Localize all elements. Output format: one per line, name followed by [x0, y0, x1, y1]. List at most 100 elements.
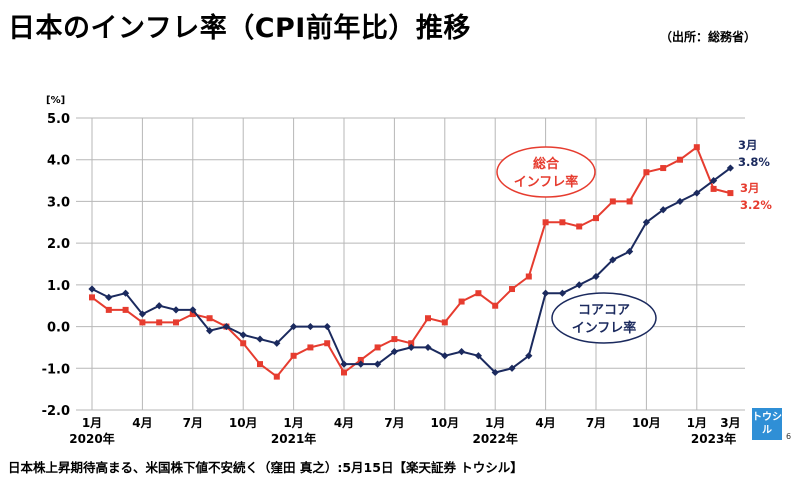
data-point-core — [508, 364, 516, 372]
x-tick-label: 4月 — [132, 416, 152, 430]
data-point-core — [340, 360, 348, 368]
x-tick-label: 10月 — [430, 416, 459, 430]
x-year-label: 2021年 — [271, 431, 316, 446]
data-point-total — [206, 315, 213, 322]
data-point-total — [290, 352, 297, 359]
end-month-core: 3月 — [738, 138, 758, 152]
data-point-core — [642, 218, 650, 226]
x-year-label: 2022年 — [472, 431, 517, 446]
series-label-ellipse-core — [551, 292, 657, 344]
x-tick-label: 3月 — [720, 416, 740, 430]
data-point-core — [374, 360, 382, 368]
data-point-core — [88, 285, 96, 293]
data-point-total — [559, 219, 566, 226]
data-point-core — [172, 306, 180, 314]
data-point-core — [710, 176, 718, 185]
data-point-total — [139, 319, 146, 326]
data-point-total — [89, 294, 95, 301]
data-point-core — [273, 339, 281, 347]
series-label-text-total: インフレ率 — [514, 174, 579, 190]
data-point-total — [189, 311, 196, 318]
data-point-core — [575, 281, 583, 289]
data-point-total — [677, 156, 683, 163]
data-point-core — [525, 352, 533, 360]
x-tick-label: 10月 — [632, 416, 661, 430]
y-tick-label: 3.0 — [47, 195, 70, 210]
data-point-core — [306, 322, 314, 331]
series-label-ellipse-total — [496, 146, 596, 198]
data-point-core — [323, 322, 331, 331]
data-point-core — [558, 289, 566, 297]
x-tick-label: 1月 — [82, 416, 102, 430]
data-point-total — [492, 302, 499, 309]
data-point-total — [525, 273, 532, 280]
data-point-total — [156, 319, 163, 326]
x-tick-label: 7月 — [384, 416, 404, 430]
data-point-core — [424, 343, 432, 352]
data-point-total — [609, 198, 616, 205]
data-point-total — [391, 336, 398, 343]
data-point-total — [324, 340, 331, 347]
y-tick-label: 1.0 — [47, 279, 70, 294]
data-point-total — [441, 319, 448, 326]
data-point-core — [222, 322, 230, 331]
y-tick-label: 4.0 — [47, 154, 70, 169]
data-point-core — [256, 335, 264, 343]
data-point-core — [122, 289, 130, 297]
data-point-core — [726, 164, 734, 172]
toushiru-logo: トウシル — [752, 408, 782, 440]
series-label-text-core: コアコア — [578, 303, 630, 318]
x-tick-label: 1月 — [687, 416, 707, 430]
grid-layer — [76, 117, 745, 411]
data-point-core — [474, 352, 482, 360]
data-point-total — [408, 340, 415, 347]
data-point-total — [626, 198, 633, 205]
data-point-total — [173, 319, 179, 326]
y-unit-label: [%] — [46, 95, 65, 106]
data-point-core — [592, 272, 600, 281]
source-note: （出所：総務省） — [660, 30, 757, 44]
data-point-total — [273, 373, 280, 380]
data-point-total — [341, 369, 347, 376]
data-point-core — [239, 331, 247, 339]
data-point-total — [257, 361, 263, 368]
data-point-total — [475, 290, 482, 297]
data-point-core — [626, 247, 634, 256]
end-value-core: 3.8% — [738, 155, 770, 169]
data-point-total — [542, 219, 549, 226]
data-point-core — [458, 348, 466, 356]
data-point-total — [458, 298, 465, 305]
data-point-total — [643, 169, 650, 176]
x-tick-label: 4月 — [334, 416, 354, 430]
data-point-total — [425, 315, 431, 322]
x-tick-label: 4月 — [535, 416, 555, 430]
data-point-core — [407, 343, 415, 352]
data-point-total — [693, 144, 700, 151]
x-year-label: 2020年 — [69, 431, 114, 446]
data-point-core — [155, 302, 163, 310]
x-tick-label: 1月 — [283, 416, 303, 430]
end-month-total: 3月 — [740, 181, 760, 195]
series-label-text-core: インフレ率 — [572, 320, 637, 336]
y-tick-label: -2.0 — [42, 404, 70, 419]
data-point-core — [189, 306, 197, 314]
data-point-total — [710, 185, 717, 192]
y-tick-label: 5.0 — [47, 112, 70, 127]
series-layer — [88, 144, 734, 380]
data-point-total — [105, 306, 112, 313]
data-point-core — [441, 352, 449, 360]
data-point-core — [290, 322, 298, 331]
data-point-total — [374, 344, 381, 351]
data-point-core — [676, 197, 684, 206]
series-label-text-total: 総合 — [533, 156, 560, 172]
data-point-core — [491, 368, 499, 377]
x-tick-label: 7月 — [183, 416, 203, 430]
page-title: 日本のインフレ率（CPI前年比）推移 — [8, 13, 471, 44]
data-point-total — [660, 165, 667, 172]
x-tick-label: 1月 — [485, 416, 505, 430]
x-year-label: 2023年 — [691, 431, 736, 446]
x-tick-label: 7月 — [586, 416, 606, 430]
data-point-core — [206, 327, 214, 335]
